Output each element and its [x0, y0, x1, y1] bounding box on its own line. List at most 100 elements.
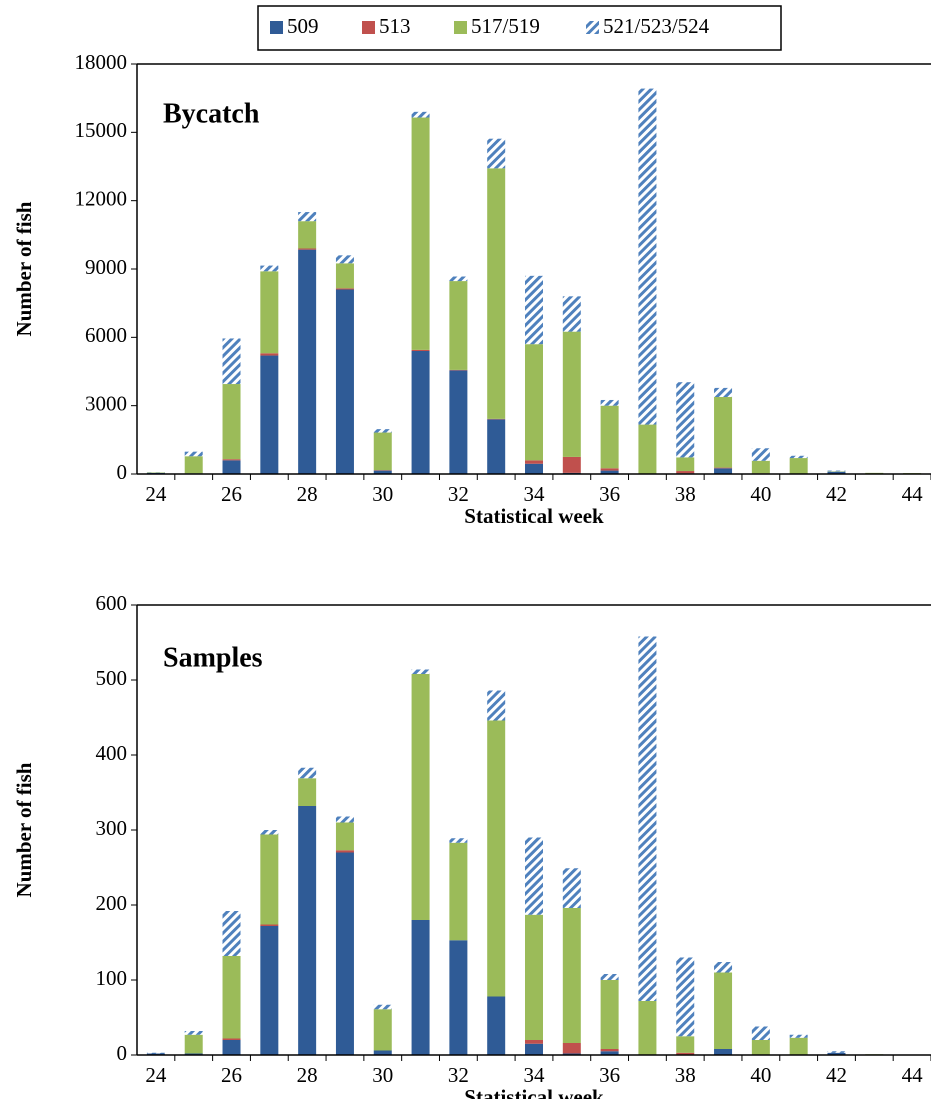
bar-segment	[714, 962, 733, 973]
bar-segment	[260, 265, 279, 272]
bar-segment	[449, 281, 468, 370]
bar-segment	[714, 468, 733, 474]
bar-segment	[714, 387, 733, 398]
bar-segment	[827, 1051, 846, 1053]
bar-segment	[789, 1034, 808, 1038]
bar-segment	[335, 852, 354, 1055]
bar-segment	[600, 468, 619, 471]
bar-segment	[676, 957, 695, 1037]
y-tick-label: 0	[117, 460, 128, 484]
legend-label: 513	[379, 14, 411, 38]
bar-segment	[676, 471, 695, 474]
x-tick-label: 42	[826, 482, 847, 506]
bar-segment	[562, 868, 581, 908]
bar-segment	[600, 1051, 619, 1055]
y-tick-label: 400	[96, 741, 128, 765]
bar-segment	[184, 1034, 203, 1054]
bar-segment	[600, 405, 619, 469]
bar-segment	[411, 669, 430, 674]
bar-segment	[562, 331, 581, 457]
bar-segment	[184, 451, 203, 457]
bar-segment	[676, 457, 695, 472]
x-tick-label: 38	[675, 482, 696, 506]
bar-segment	[827, 1052, 846, 1055]
bar-segment	[260, 924, 279, 926]
bar-segment	[373, 470, 392, 474]
bar-segment	[714, 467, 733, 469]
bar-segment	[600, 980, 619, 1049]
bar-segment	[335, 255, 354, 264]
bar-segment	[789, 458, 808, 474]
x-axis-title: Statistical week	[464, 504, 604, 528]
bar-segment	[411, 117, 430, 350]
x-tick-label: 28	[297, 1063, 318, 1087]
bar-segment	[638, 636, 657, 1001]
bar-segment	[260, 834, 279, 925]
x-tick-label: 30	[372, 1063, 393, 1087]
bar-segment	[676, 1052, 695, 1055]
legend-swatch	[362, 21, 375, 34]
bar-segment	[449, 940, 468, 1055]
bar-segment	[222, 956, 241, 1039]
bar-segment	[449, 276, 468, 282]
bar-segment	[335, 816, 354, 823]
bar-segment	[562, 296, 581, 332]
bar-segment	[676, 382, 695, 458]
bar-segment	[562, 908, 581, 1043]
x-tick-label: 32	[448, 1063, 469, 1087]
y-tick-label: 15000	[75, 118, 128, 142]
bar-segment	[373, 429, 392, 433]
bar-segment	[562, 456, 581, 473]
bar-segment	[751, 1026, 770, 1040]
bar-segment	[449, 370, 468, 474]
y-tick-label: 300	[96, 816, 128, 840]
bar-segment	[146, 1052, 165, 1054]
bar-segment	[373, 432, 392, 471]
bar-segment	[487, 720, 506, 997]
legend-swatch	[270, 21, 283, 34]
bar-segment	[184, 1031, 203, 1035]
bar-segment	[411, 920, 430, 1055]
chart-title: Bycatch	[163, 98, 260, 129]
bar-segment	[525, 344, 543, 461]
y-tick-label: 200	[96, 891, 128, 915]
bar-segment	[260, 926, 279, 1055]
x-tick-label: 36	[599, 482, 620, 506]
bar-segment	[298, 221, 317, 249]
x-tick-label: 40	[750, 482, 771, 506]
bar-segment	[789, 455, 808, 459]
y-axis-title: Number of fish	[12, 201, 36, 336]
bar-segment	[487, 138, 506, 169]
y-tick-label: 3000	[85, 391, 127, 415]
bar-segment	[751, 1040, 770, 1055]
x-tick-label: 34	[524, 482, 546, 506]
x-tick-label: 44	[902, 1063, 924, 1087]
bar-segment	[714, 1049, 733, 1055]
legend-label: 509	[287, 14, 319, 38]
bar-segment	[714, 397, 733, 468]
bar-segment	[827, 470, 846, 472]
bar-segment	[335, 822, 354, 851]
bar-segment	[411, 351, 430, 474]
x-tick-label: 24	[145, 482, 167, 506]
bar-segment	[411, 111, 430, 118]
bar-segment	[827, 471, 846, 474]
legend-swatch	[454, 21, 467, 34]
y-tick-label: 500	[96, 666, 128, 690]
bar-segment	[298, 778, 317, 806]
bar-segment	[222, 384, 241, 460]
x-tick-label: 38	[675, 1063, 696, 1087]
y-tick-label: 18000	[75, 50, 128, 74]
y-tick-label: 9000	[85, 255, 127, 279]
x-tick-label: 36	[599, 1063, 620, 1087]
x-tick-label: 44	[902, 482, 924, 506]
bar-segment	[525, 463, 543, 474]
bar-segment	[449, 838, 468, 843]
bar-segment	[184, 456, 203, 474]
bar-segment	[676, 1036, 695, 1053]
bar-segment	[260, 830, 279, 835]
bar-segment	[335, 288, 354, 290]
x-tick-label: 26	[221, 482, 242, 506]
